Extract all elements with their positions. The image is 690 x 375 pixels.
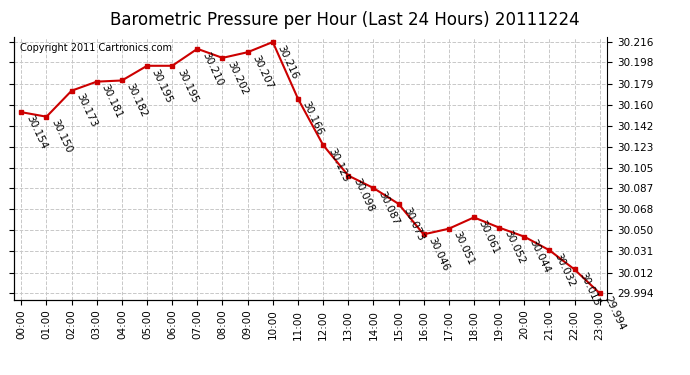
Text: Copyright 2011 Cartronics.com: Copyright 2011 Cartronics.com xyxy=(20,43,172,53)
Text: 30.046: 30.046 xyxy=(426,236,451,273)
Text: 30.044: 30.044 xyxy=(527,238,551,275)
Text: 30.210: 30.210 xyxy=(200,50,224,87)
Text: 30.032: 30.032 xyxy=(552,252,577,289)
Text: 30.182: 30.182 xyxy=(125,82,149,119)
Text: 30.061: 30.061 xyxy=(477,219,501,256)
Text: 30.015: 30.015 xyxy=(578,271,602,308)
Text: 30.154: 30.154 xyxy=(24,114,48,151)
Text: 29.994: 29.994 xyxy=(602,295,627,332)
Text: 30.051: 30.051 xyxy=(451,230,476,267)
Text: 30.216: 30.216 xyxy=(275,44,300,81)
Text: 30.150: 30.150 xyxy=(49,118,74,155)
Text: 30.125: 30.125 xyxy=(326,146,351,184)
Text: 30.098: 30.098 xyxy=(351,177,375,214)
Text: 30.087: 30.087 xyxy=(376,189,400,226)
Text: 30.181: 30.181 xyxy=(99,83,124,120)
Text: Barometric Pressure per Hour (Last 24 Hours) 20111224: Barometric Pressure per Hour (Last 24 Ho… xyxy=(110,11,580,29)
Text: 30.195: 30.195 xyxy=(150,67,175,104)
Text: 30.202: 30.202 xyxy=(225,59,250,96)
Text: 30.052: 30.052 xyxy=(502,229,526,266)
Text: 30.073: 30.073 xyxy=(402,205,426,242)
Text: 30.207: 30.207 xyxy=(250,54,275,91)
Text: 30.173: 30.173 xyxy=(75,92,99,129)
Text: 30.166: 30.166 xyxy=(301,100,325,137)
Text: 30.195: 30.195 xyxy=(175,67,199,104)
